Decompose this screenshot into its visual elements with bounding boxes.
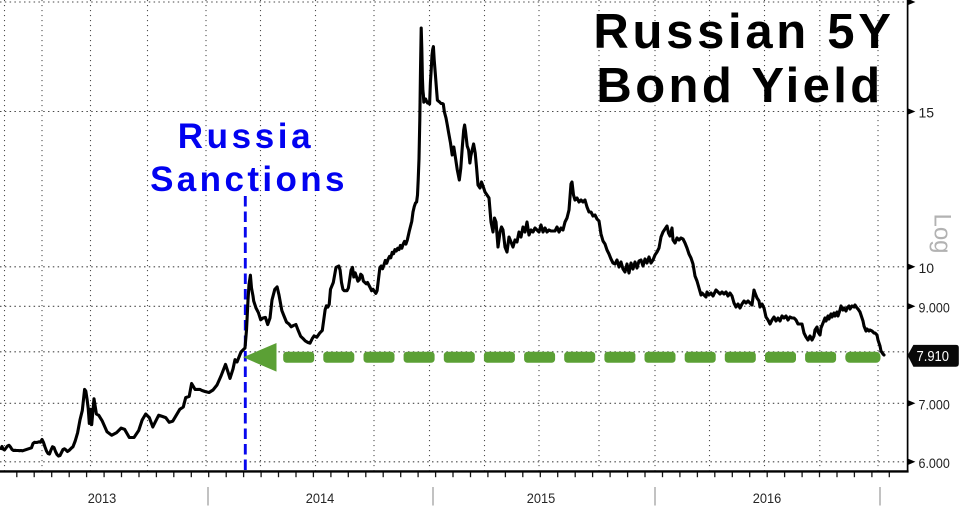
- svg-text:2015: 2015: [527, 490, 556, 506]
- svg-text:6.000: 6.000: [919, 455, 950, 471]
- svg-text:7.910: 7.910: [917, 349, 950, 365]
- svg-text:Log: Log: [929, 213, 956, 253]
- svg-text:Bond Yield: Bond Yield: [596, 59, 883, 113]
- svg-text:7.000: 7.000: [919, 396, 950, 412]
- svg-text:Russia: Russia: [178, 117, 314, 156]
- svg-text:2014: 2014: [306, 490, 335, 506]
- svg-text:Sanctions: Sanctions: [150, 160, 348, 199]
- svg-text:2016: 2016: [753, 490, 782, 506]
- svg-text:15: 15: [919, 105, 935, 121]
- svg-text:2013: 2013: [88, 490, 117, 506]
- svg-text:Russian 5Y: Russian 5Y: [593, 5, 894, 59]
- svg-text:10: 10: [919, 260, 935, 276]
- svg-text:9.000: 9.000: [919, 299, 950, 315]
